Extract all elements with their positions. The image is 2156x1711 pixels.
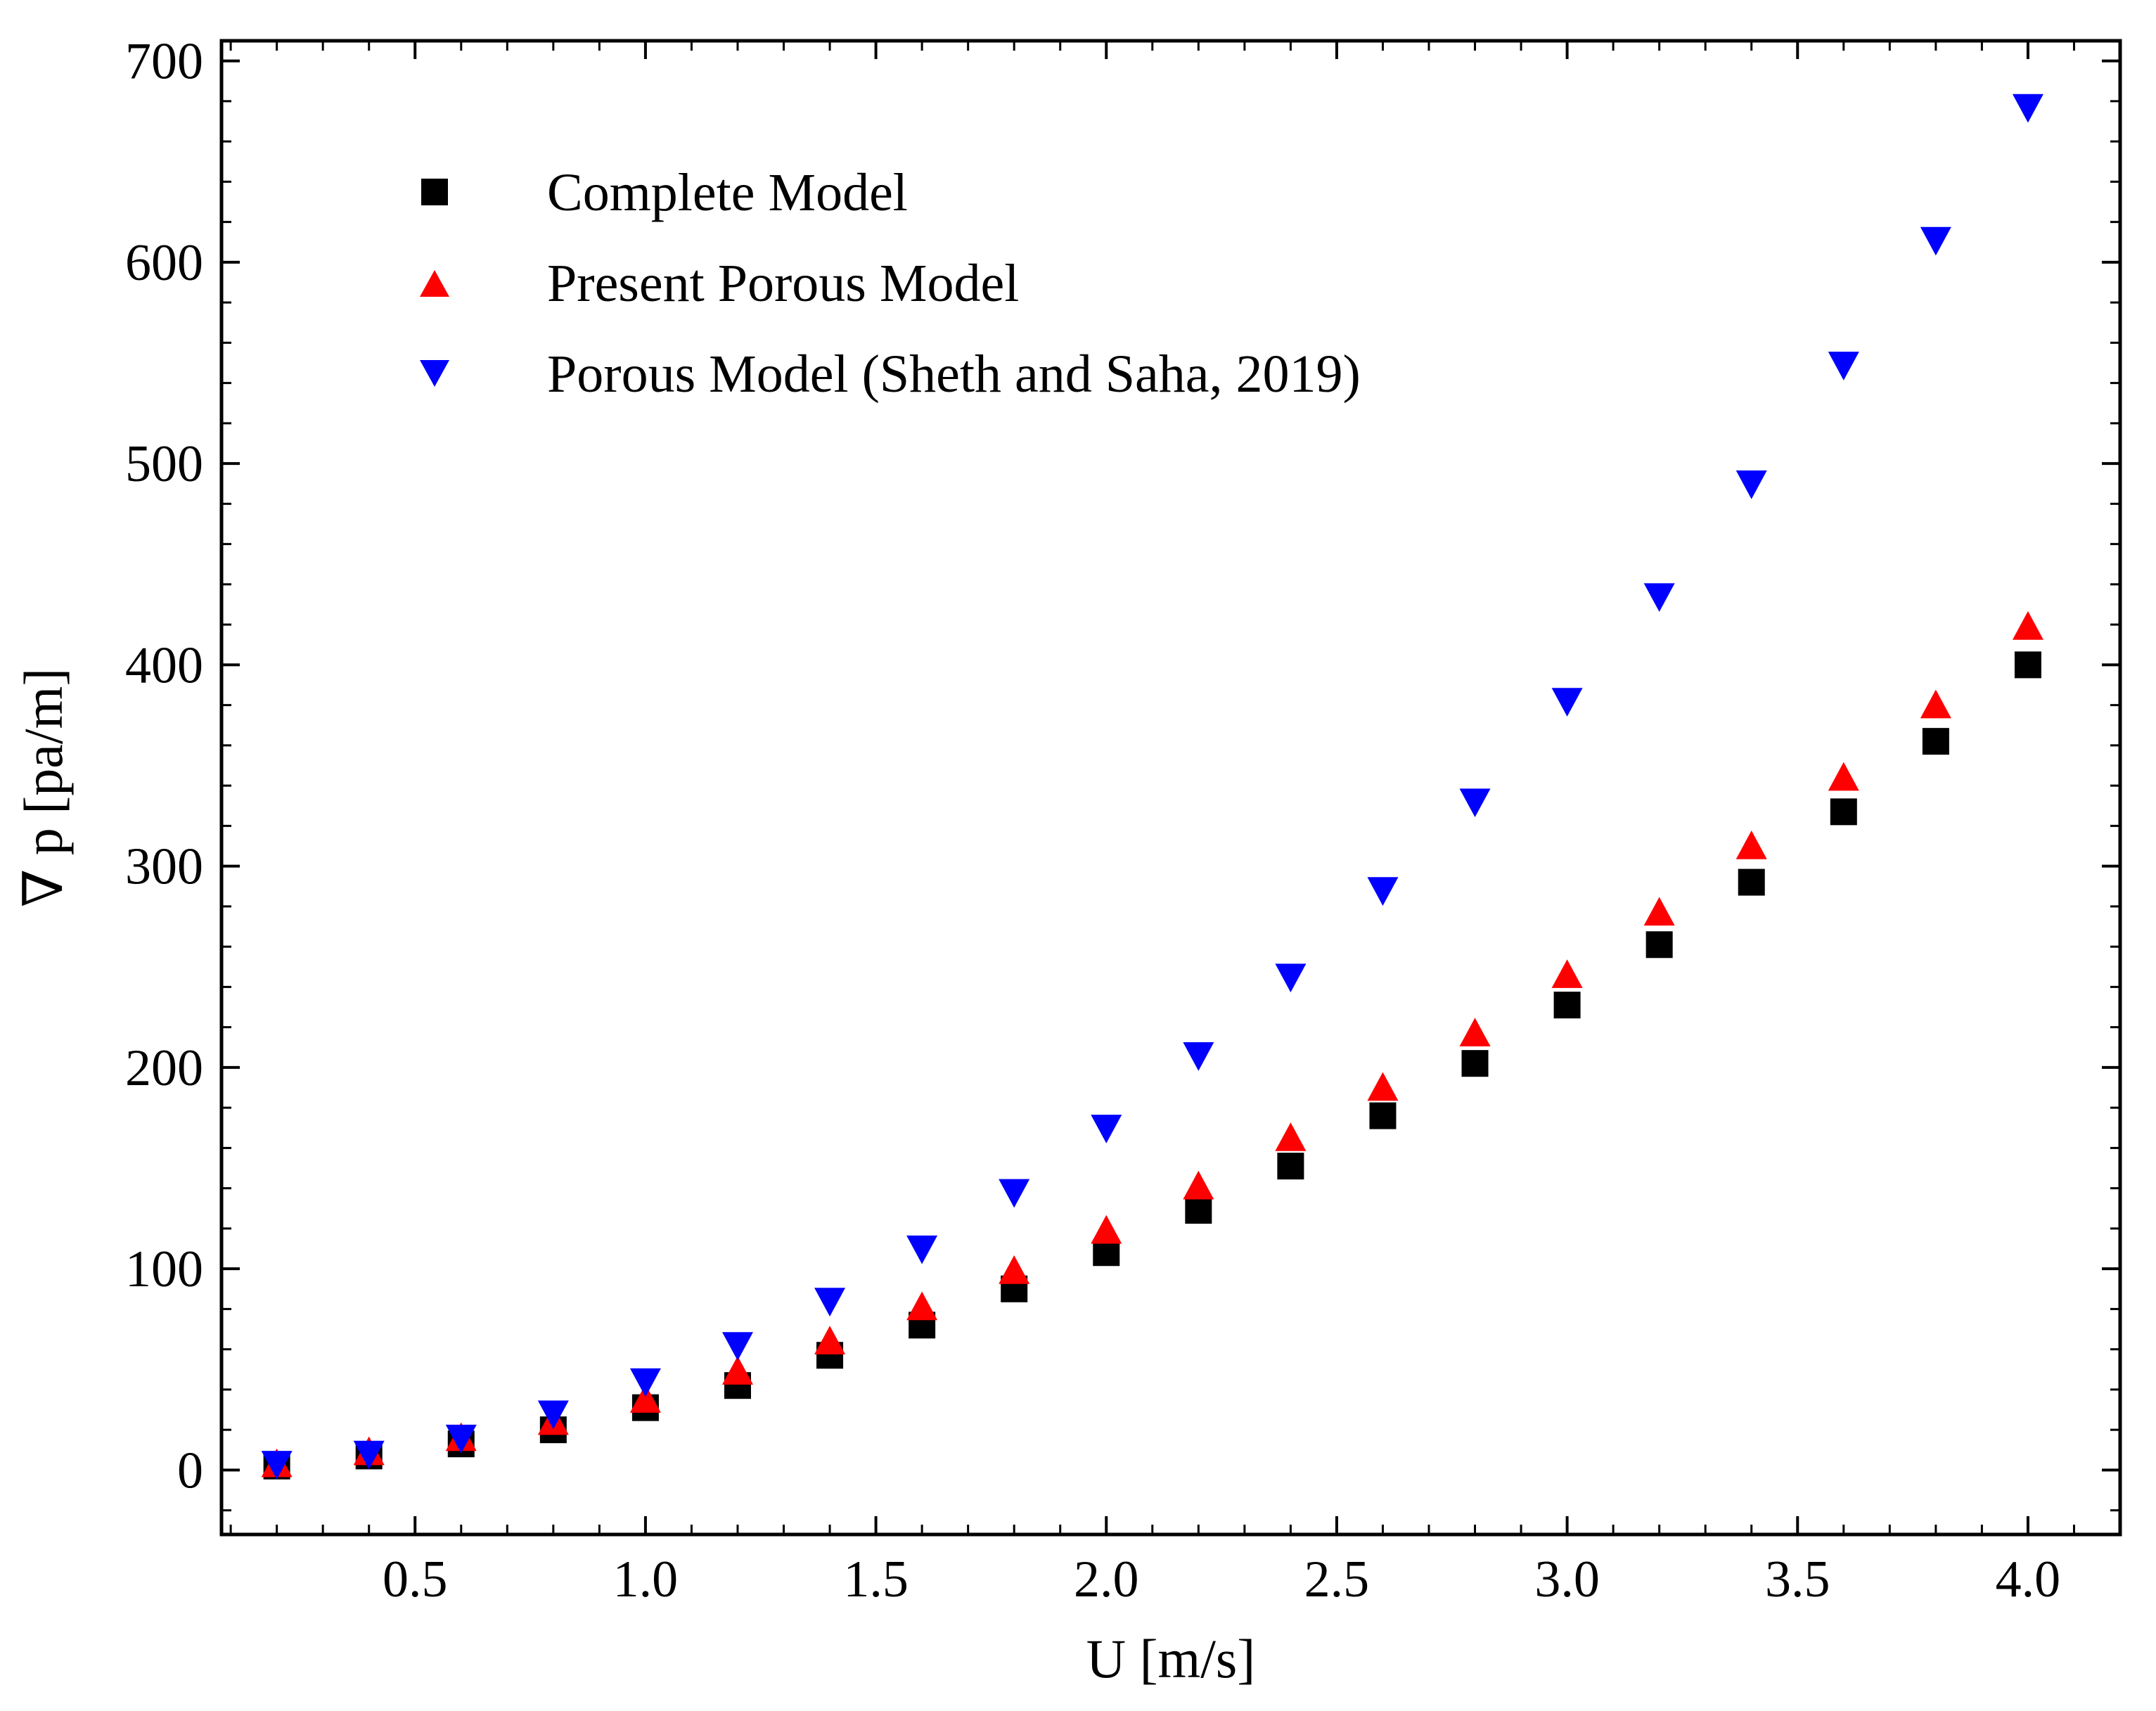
x-tick-label: 2.0 xyxy=(1074,1551,1139,1608)
y-tick-label: 400 xyxy=(125,636,203,694)
data-point-triangle-down xyxy=(1091,1115,1122,1143)
data-point-triangle-down xyxy=(1459,788,1491,818)
x-tick-label: 3.5 xyxy=(1765,1551,1830,1608)
legend-entry-complete-model: Complete Model xyxy=(421,163,908,222)
data-point-triangle-up xyxy=(1459,1018,1491,1046)
y-tick-label: 0 xyxy=(177,1442,203,1499)
data-point-triangle-down xyxy=(1275,963,1307,993)
legend-marker-square xyxy=(421,179,448,205)
data-point-triangle-up xyxy=(1735,831,1767,859)
data-point-square xyxy=(1277,1153,1304,1180)
y-tick-label: 500 xyxy=(125,435,203,493)
legend-label: Porous Model (Sheth and Saha, 2019) xyxy=(547,345,1361,404)
y-axis-title: ∇ p [pa/m] xyxy=(13,668,74,907)
y-tick-labels: 0 100 200 300 400 500 600 700 xyxy=(125,33,203,1500)
data-point-triangle-down xyxy=(353,1440,385,1470)
legend: Complete Model Present Porous Model Poro… xyxy=(420,163,1361,404)
legend-label: Present Porous Model xyxy=(547,254,1019,313)
series-markers xyxy=(261,94,2043,1480)
x-tick-label: 2.5 xyxy=(1304,1551,1370,1608)
x-tick-label: 0.5 xyxy=(383,1551,448,1608)
data-point-triangle-down xyxy=(1828,352,1859,380)
legend-entry-present-porous-model: Present Porous Model xyxy=(420,254,1019,313)
data-point-triangle-down xyxy=(1735,470,1767,499)
legend-entry-porous-model-sheth-saha: Porous Model (Sheth and Saha, 2019) xyxy=(420,345,1361,404)
data-point-triangle-down xyxy=(999,1179,1030,1208)
x-tick-label: 3.0 xyxy=(1534,1551,1600,1608)
x-tick-label: 4.0 xyxy=(1996,1551,2061,1608)
data-point-triangle-down xyxy=(906,1235,938,1264)
data-point-triangle-down xyxy=(1183,1042,1214,1071)
legend-marker-triangle-up xyxy=(420,270,449,297)
data-point-triangle-down xyxy=(721,1332,753,1361)
y-tick-label: 100 xyxy=(125,1241,203,1298)
data-point-triangle-up xyxy=(1275,1122,1307,1151)
data-point-triangle-down xyxy=(1551,688,1583,717)
data-point-square xyxy=(1830,798,1857,826)
y-tick-label: 700 xyxy=(125,33,203,91)
data-point-square xyxy=(1185,1197,1212,1224)
data-point-triangle-up xyxy=(1643,897,1675,926)
data-point-triangle-down xyxy=(1643,583,1675,613)
y-tick-label: 200 xyxy=(125,1039,203,1097)
data-point-square xyxy=(1922,728,1949,755)
y-tick-label: 600 xyxy=(125,234,203,292)
data-point-triangle-up xyxy=(1091,1215,1122,1244)
x-tick-label: 1.5 xyxy=(843,1551,909,1608)
data-point-triangle-up xyxy=(814,1326,846,1354)
data-point-triangle-down xyxy=(261,1451,293,1480)
data-point-triangle-up xyxy=(1828,762,1859,791)
x-tick-label: 1.0 xyxy=(613,1551,679,1608)
data-point-triangle-down xyxy=(537,1400,569,1430)
data-point-triangle-up xyxy=(906,1291,938,1321)
y-tick-label: 300 xyxy=(125,838,203,896)
data-point-triangle-up xyxy=(629,1384,661,1413)
data-point-triangle-down xyxy=(445,1424,477,1454)
data-point-triangle-down xyxy=(814,1288,846,1316)
data-point-triangle-down xyxy=(629,1368,661,1397)
data-point-square xyxy=(1093,1239,1120,1267)
data-point-square xyxy=(2014,651,2041,679)
series-triangle-down xyxy=(261,94,2043,1480)
legend-marker-triangle-down xyxy=(420,360,449,387)
data-point-square xyxy=(1461,1050,1489,1077)
data-point-triangle-down xyxy=(1367,877,1399,906)
x-axis-title: U [m/s] xyxy=(1086,1628,1255,1689)
data-point-triangle-up xyxy=(721,1356,753,1385)
x-tick-labels: 0.5 1.0 1.5 2.0 2.5 3.0 3.5 4.0 xyxy=(383,1551,2060,1608)
data-point-square xyxy=(1369,1102,1397,1129)
data-point-triangle-up xyxy=(999,1255,1030,1284)
data-point-triangle-up xyxy=(1183,1170,1214,1200)
data-point-square xyxy=(1738,869,1765,896)
data-point-triangle-down xyxy=(1920,226,1951,256)
major-ticks xyxy=(222,41,2120,1534)
data-point-square xyxy=(1645,931,1673,959)
data-point-triangle-down xyxy=(2012,94,2043,123)
plot-frame xyxy=(219,39,2122,1537)
data-point-square xyxy=(1553,992,1581,1019)
data-point-triangle-up xyxy=(2012,610,2043,640)
data-point-triangle-up xyxy=(1551,959,1583,988)
data-point-triangle-up xyxy=(1367,1072,1399,1101)
data-point-triangle-up xyxy=(1920,689,1951,719)
legend-label: Complete Model xyxy=(547,163,908,222)
